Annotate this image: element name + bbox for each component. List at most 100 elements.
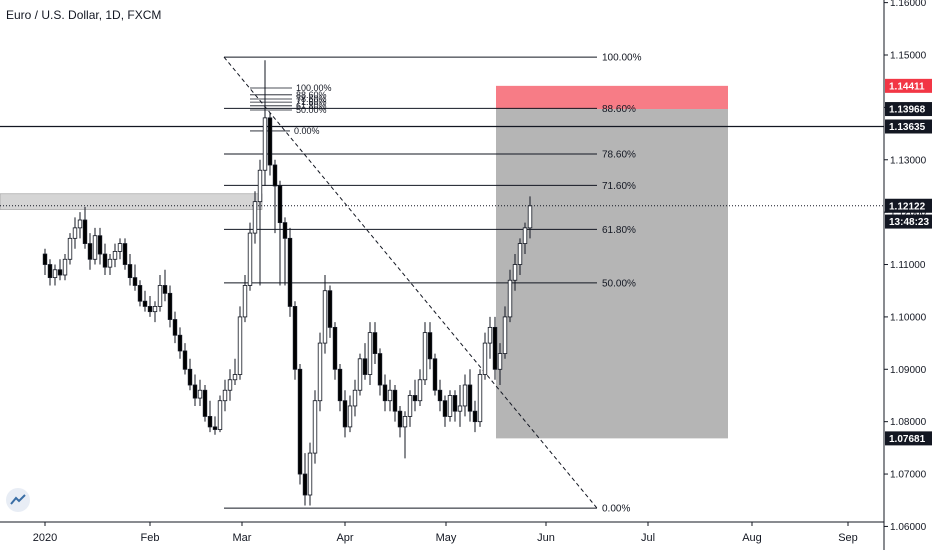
candle-body[interactable] <box>82 219 88 244</box>
candle-body[interactable] <box>177 334 183 352</box>
candle-body[interactable] <box>482 342 488 375</box>
candle-body[interactable] <box>477 374 483 423</box>
candle-body[interactable] <box>102 253 108 268</box>
candle-body[interactable] <box>117 243 123 252</box>
candle-body[interactable] <box>487 326 493 344</box>
candle-body[interactable] <box>162 285 168 294</box>
candle-body[interactable] <box>252 201 258 234</box>
candle-body[interactable] <box>427 332 433 360</box>
candle-body[interactable] <box>522 227 528 244</box>
candle-body[interactable] <box>457 405 463 412</box>
candle-body[interactable] <box>462 384 468 407</box>
candle-body[interactable] <box>392 389 398 412</box>
candle-body[interactable] <box>337 368 343 402</box>
candle-body[interactable] <box>467 384 473 412</box>
candle-body[interactable] <box>77 219 83 229</box>
candle-body[interactable] <box>277 185 283 224</box>
candle-body[interactable] <box>167 292 173 320</box>
candle-body[interactable] <box>502 316 508 354</box>
candle-body[interactable] <box>382 384 388 402</box>
candle-body[interactable] <box>387 389 393 402</box>
candle-body[interactable] <box>497 353 503 370</box>
candle-body[interactable] <box>247 232 253 286</box>
candle-body[interactable] <box>297 368 303 475</box>
candle-body[interactable] <box>517 243 523 265</box>
candle-body[interactable] <box>217 400 223 430</box>
candle-body[interactable] <box>242 285 248 318</box>
candle-body[interactable] <box>282 222 288 239</box>
candle-body[interactable] <box>262 117 268 171</box>
candle-body[interactable] <box>87 243 93 260</box>
candle-body[interactable] <box>512 264 518 281</box>
candle-body[interactable] <box>317 342 323 402</box>
target-zone[interactable] <box>496 109 728 439</box>
stop-loss-zone[interactable] <box>496 85 728 110</box>
candle-body[interactable] <box>257 169 263 203</box>
candle-body[interactable] <box>292 306 298 370</box>
candle-body[interactable] <box>352 389 358 407</box>
candle-body[interactable] <box>367 332 373 375</box>
candle-body[interactable] <box>197 389 203 399</box>
candle-body[interactable] <box>492 326 498 370</box>
candle-body[interactable] <box>407 395 413 417</box>
candle-body[interactable] <box>142 300 148 307</box>
candle-body[interactable] <box>377 353 383 386</box>
candle-body[interactable] <box>137 285 143 302</box>
candle-body[interactable] <box>97 235 103 255</box>
candle-body[interactable] <box>42 253 48 265</box>
candle-body[interactable] <box>417 379 423 402</box>
candle-body[interactable] <box>357 358 363 391</box>
candle-body[interactable] <box>452 395 458 412</box>
candle-body[interactable] <box>127 264 133 279</box>
candle-body[interactable] <box>527 205 533 229</box>
candle-body[interactable] <box>507 279 513 318</box>
candle-body[interactable] <box>147 306 153 313</box>
candle-body[interactable] <box>447 395 453 417</box>
candle-body[interactable] <box>472 410 478 423</box>
candle-body[interactable] <box>422 332 428 381</box>
candle-body[interactable] <box>307 452 313 496</box>
candle-body[interactable] <box>272 164 278 187</box>
candle-body[interactable] <box>52 269 58 279</box>
candle-body[interactable] <box>182 350 188 370</box>
candle-body[interactable] <box>232 374 238 381</box>
candle-body[interactable] <box>92 235 98 260</box>
candle-body[interactable] <box>267 117 273 166</box>
candle-body[interactable] <box>207 416 213 428</box>
candle-body[interactable] <box>302 473 308 496</box>
support-zone[interactable] <box>0 193 263 210</box>
candle-body[interactable] <box>192 384 198 399</box>
candle-body[interactable] <box>412 395 418 402</box>
candle-body[interactable] <box>227 379 233 391</box>
candle-body[interactable] <box>222 389 228 402</box>
candle-body[interactable] <box>187 368 193 386</box>
candle-body[interactable] <box>372 332 378 354</box>
candle-body[interactable] <box>57 269 63 276</box>
candle-body[interactable] <box>432 358 438 391</box>
candle-body[interactable] <box>47 264 53 279</box>
candle-body[interactable] <box>67 237 73 260</box>
candle-body[interactable] <box>132 277 138 286</box>
candle-body[interactable] <box>397 410 403 428</box>
candle-body[interactable] <box>332 326 338 370</box>
candle-body[interactable] <box>442 400 448 417</box>
candle-body[interactable] <box>157 285 163 307</box>
candle-body[interactable] <box>347 405 353 428</box>
candle-body[interactable] <box>62 258 68 276</box>
candle-body[interactable] <box>287 237 293 307</box>
candle-body[interactable] <box>327 290 333 328</box>
candle-body[interactable] <box>202 389 208 417</box>
candle-body[interactable] <box>342 400 348 428</box>
candle-body[interactable] <box>122 243 128 265</box>
candle-body[interactable] <box>237 316 243 375</box>
candle-body[interactable] <box>112 251 118 260</box>
candle-body[interactable] <box>152 306 158 313</box>
candle-body[interactable] <box>362 358 368 375</box>
candle-body[interactable] <box>212 426 218 430</box>
candle-body[interactable] <box>172 319 178 336</box>
candle-body[interactable] <box>437 389 443 402</box>
candle-body[interactable] <box>402 416 408 428</box>
candle-body[interactable] <box>322 290 328 344</box>
candle-body[interactable] <box>72 227 78 239</box>
